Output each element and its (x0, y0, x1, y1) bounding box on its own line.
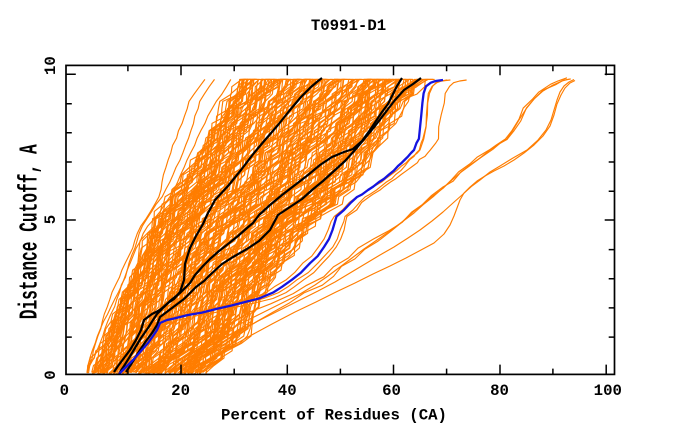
svg-text:0: 0 (60, 382, 69, 400)
svg-text:100: 100 (594, 382, 622, 400)
svg-text:0: 0 (42, 370, 60, 379)
svg-text:40: 40 (278, 382, 297, 400)
svg-text:10: 10 (42, 56, 60, 75)
svg-text:T0991-D1: T0991-D1 (311, 17, 386, 35)
svg-text:80: 80 (490, 382, 509, 400)
svg-text:20: 20 (171, 382, 190, 400)
svg-text:Distance Cutoff, A: Distance Cutoff, A (16, 144, 45, 319)
svg-text:60: 60 (382, 382, 401, 400)
svg-text:5: 5 (42, 215, 60, 224)
svg-text:Percent of Residues (CA): Percent of Residues (CA) (221, 406, 447, 424)
